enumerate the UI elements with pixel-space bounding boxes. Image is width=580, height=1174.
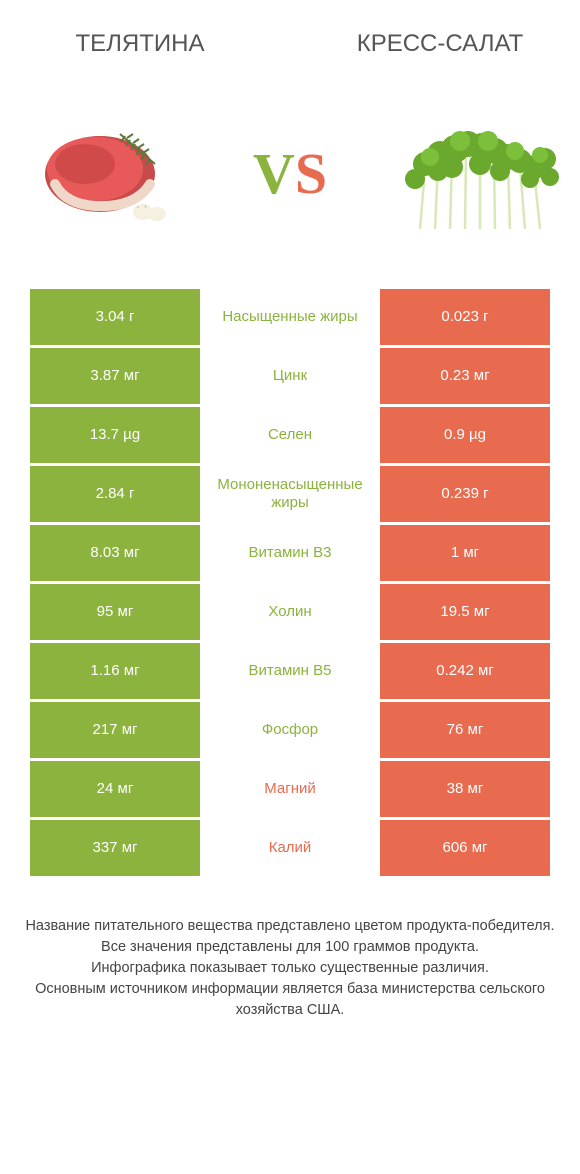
- veal-image: [20, 109, 190, 239]
- right-value: 0.9 µg: [380, 407, 550, 463]
- footer-line: Все значения представлены для 100 граммо…: [20, 937, 560, 958]
- right-value: 0.23 мг: [380, 348, 550, 404]
- table-row: 3.87 мгЦинк0.23 мг: [30, 348, 550, 404]
- vs-s: S: [295, 141, 327, 206]
- right-value: 0.242 мг: [380, 643, 550, 699]
- right-value: 0.023 г: [380, 289, 550, 345]
- left-value: 217 мг: [30, 702, 200, 758]
- left-value: 1.16 мг: [30, 643, 200, 699]
- vs-row: VS: [0, 69, 580, 289]
- right-value: 19.5 мг: [380, 584, 550, 640]
- cress-image: [390, 109, 560, 239]
- right-value: 606 мг: [380, 820, 550, 876]
- table-row: 1.16 мгВитамин B50.242 мг: [30, 643, 550, 699]
- table-row: 2.84 гМононенасыщенные жиры0.239 г: [30, 466, 550, 522]
- nutrient-label: Холин: [200, 584, 380, 640]
- table-row: 95 мгХолин19.5 мг: [30, 584, 550, 640]
- left-value: 13.7 µg: [30, 407, 200, 463]
- table-row: 3.04 гНасыщенные жиры0.023 г: [30, 289, 550, 345]
- table-row: 8.03 мгВитамин B31 мг: [30, 525, 550, 581]
- left-value: 337 мг: [30, 820, 200, 876]
- table-row: 337 мгКалий606 мг: [30, 820, 550, 876]
- left-food-title: ТЕЛЯТИНА: [40, 30, 240, 59]
- footer-line: Название питательного вещества представл…: [20, 916, 560, 937]
- right-food-title: КРЕСС-САЛАТ: [340, 30, 540, 59]
- right-value: 76 мг: [380, 702, 550, 758]
- nutrient-label: Калий: [200, 820, 380, 876]
- right-value: 1 мг: [380, 525, 550, 581]
- table-row: 24 мгМагний38 мг: [30, 761, 550, 817]
- nutrient-label: Мононенасыщенные жиры: [200, 466, 380, 522]
- nutrient-label: Фосфор: [200, 702, 380, 758]
- left-value: 8.03 мг: [30, 525, 200, 581]
- nutrient-label: Магний: [200, 761, 380, 817]
- nutrition-table: 3.04 гНасыщенные жиры0.023 г3.87 мгЦинк0…: [30, 289, 550, 876]
- nutrient-label: Витамин B5: [200, 643, 380, 699]
- table-row: 217 мгФосфор76 мг: [30, 702, 550, 758]
- table-row: 13.7 µgСелен0.9 µg: [30, 407, 550, 463]
- footer-text: Название питательного вещества представл…: [0, 916, 580, 1021]
- left-value: 95 мг: [30, 584, 200, 640]
- footer-line: Инфографика показывает только существенн…: [20, 958, 560, 979]
- left-value: 3.04 г: [30, 289, 200, 345]
- nutrient-label: Селен: [200, 407, 380, 463]
- nutrient-label: Насыщенные жиры: [200, 289, 380, 345]
- header: ТЕЛЯТИНА КРЕСС-САЛАТ: [0, 0, 580, 69]
- left-value: 24 мг: [30, 761, 200, 817]
- right-value: 0.239 г: [380, 466, 550, 522]
- left-value: 3.87 мг: [30, 348, 200, 404]
- footer-line: Основным источником информации является …: [20, 979, 560, 1021]
- nutrient-label: Витамин B3: [200, 525, 380, 581]
- left-value: 2.84 г: [30, 466, 200, 522]
- right-value: 38 мг: [380, 761, 550, 817]
- vs-label: VS: [253, 145, 327, 203]
- vs-v: V: [253, 141, 295, 206]
- nutrient-label: Цинк: [200, 348, 380, 404]
